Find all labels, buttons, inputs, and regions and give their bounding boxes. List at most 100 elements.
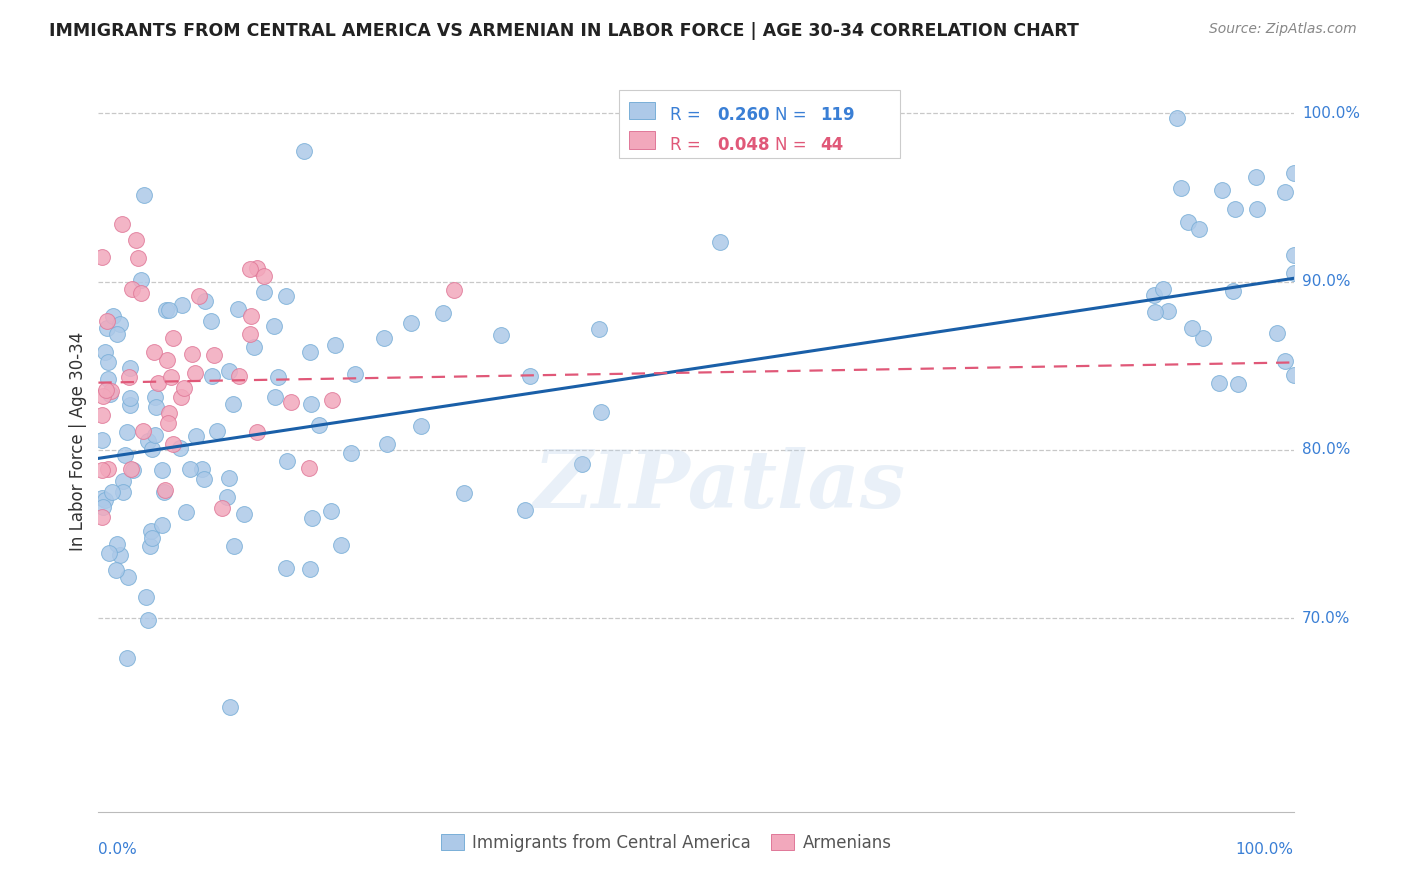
Point — [1244, 170, 1267, 185]
Text: 119: 119 — [820, 106, 855, 124]
Point — [280, 395, 302, 409]
Point — [174, 505, 197, 519]
Point — [453, 485, 475, 500]
Point — [156, 353, 179, 368]
Point — [153, 485, 176, 500]
Text: ZIPatlas: ZIPatlas — [534, 447, 905, 524]
Point — [157, 406, 180, 420]
Point — [115, 425, 138, 440]
Point — [97, 372, 120, 386]
Point — [401, 316, 423, 330]
Point — [170, 298, 193, 312]
Point — [519, 368, 541, 383]
Point — [91, 250, 114, 264]
Point — [141, 531, 163, 545]
Point — [1191, 331, 1213, 345]
Point — [571, 457, 593, 471]
Point — [129, 285, 152, 300]
Legend: Immigrants from Central America, Armenians: Immigrants from Central America, Armenia… — [440, 833, 891, 852]
Text: 100.0%: 100.0% — [1302, 106, 1360, 121]
Point — [179, 462, 201, 476]
Point — [94, 492, 117, 507]
Point — [253, 268, 276, 283]
Point — [100, 384, 122, 398]
Point — [224, 539, 246, 553]
Point — [218, 471, 240, 485]
Point — [91, 509, 114, 524]
Point — [319, 504, 342, 518]
Point — [218, 364, 240, 378]
Point — [217, 490, 239, 504]
Point — [139, 539, 162, 553]
Point — [266, 370, 288, 384]
Point — [91, 463, 114, 477]
Point — [120, 462, 142, 476]
Text: N =: N = — [775, 136, 807, 153]
Point — [114, 448, 136, 462]
Point — [276, 454, 298, 468]
Point — [194, 293, 217, 308]
Point — [160, 370, 183, 384]
Point — [299, 396, 322, 410]
Text: R =: R = — [669, 106, 700, 124]
Point — [1282, 368, 1305, 383]
Point — [1226, 376, 1249, 391]
Point — [243, 340, 266, 354]
Point — [239, 326, 262, 341]
Point — [240, 310, 263, 324]
Point — [308, 417, 330, 432]
Text: IMMIGRANTS FROM CENTRAL AMERICA VS ARMENIAN IN LABOR FORCE | AGE 30-34 CORRELATI: IMMIGRANTS FROM CENTRAL AMERICA VS ARMEN… — [49, 22, 1078, 40]
Text: 0.048: 0.048 — [717, 136, 770, 153]
Point — [301, 511, 323, 525]
Point — [155, 302, 177, 317]
Point — [97, 461, 120, 475]
Text: Source: ZipAtlas.com: Source: ZipAtlas.com — [1209, 22, 1357, 37]
Point — [298, 461, 321, 475]
Point — [1144, 304, 1167, 318]
Point — [169, 441, 191, 455]
Point — [1166, 111, 1188, 125]
Text: 70.0%: 70.0% — [1302, 611, 1350, 625]
Point — [141, 442, 163, 457]
Point — [709, 235, 731, 249]
Point — [1177, 215, 1199, 229]
Point — [233, 508, 256, 522]
Point — [117, 570, 139, 584]
Text: 100.0%: 100.0% — [1236, 842, 1294, 857]
Point — [150, 462, 173, 476]
Point — [373, 331, 395, 345]
Point — [162, 437, 184, 451]
Text: R =: R = — [669, 136, 700, 153]
Point — [443, 284, 465, 298]
FancyBboxPatch shape — [628, 102, 655, 120]
Point — [246, 425, 269, 439]
Point — [105, 326, 128, 341]
Point — [200, 314, 222, 328]
Point — [193, 472, 215, 486]
Point — [211, 501, 233, 516]
Point — [186, 429, 208, 443]
Point — [202, 348, 225, 362]
Point — [264, 390, 287, 404]
Point — [184, 366, 207, 380]
Point — [108, 549, 131, 563]
Point — [153, 483, 176, 497]
Point — [298, 561, 321, 575]
Text: 0.260: 0.260 — [717, 106, 770, 124]
Point — [98, 546, 121, 560]
Point — [143, 390, 166, 404]
Point — [97, 355, 120, 369]
Point — [156, 416, 179, 430]
Point — [1143, 288, 1166, 302]
Point — [162, 331, 184, 345]
Point — [118, 391, 141, 405]
Point — [117, 370, 139, 384]
Point — [120, 398, 142, 412]
Point — [131, 272, 153, 286]
Point — [219, 699, 242, 714]
Point — [329, 538, 352, 552]
Point — [125, 233, 148, 247]
Point — [117, 651, 139, 665]
Point — [127, 251, 149, 265]
Point — [1181, 321, 1204, 335]
